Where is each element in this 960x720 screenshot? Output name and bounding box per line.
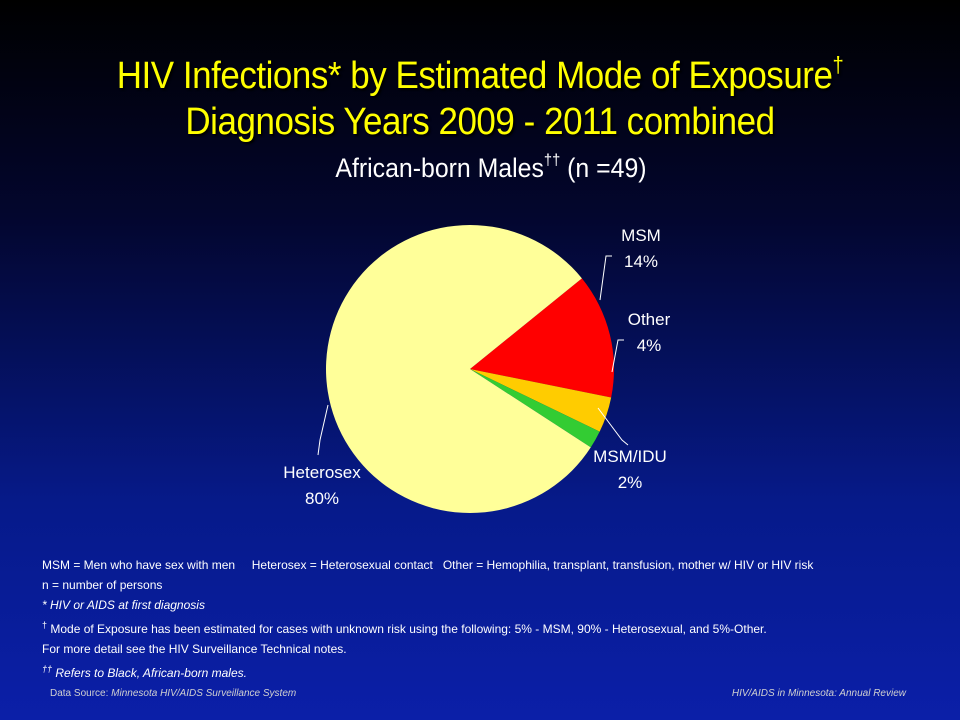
note-ddagger-mark: †† xyxy=(42,664,53,674)
footer-source: Data Source: Minnesota HIV/AIDS Surveill… xyxy=(50,688,296,699)
leader-line-msm-idu xyxy=(597,407,629,446)
footer-report: HIV/AIDS in Minnesota: Annual Review xyxy=(731,688,906,699)
footnotes: MSM = Men who have sex with men Heterose… xyxy=(42,555,922,683)
pie-slice-other xyxy=(470,369,612,432)
subtitle-ddagger: †† xyxy=(543,152,561,169)
note-asterisk: * HIV or AIDS at first diagnosis xyxy=(42,598,205,612)
slice-value-msm-idu: 2% xyxy=(618,473,643,492)
pie-slice-msm-idu xyxy=(470,369,600,448)
slice-label-other: Other xyxy=(628,310,671,329)
note-definitions: MSM = Men who have sex with men Heterose… xyxy=(42,558,814,572)
note-more: For more detail see the HIV Surveillance… xyxy=(42,642,347,656)
note-n: n = number of persons xyxy=(42,578,163,592)
slice-value-heterosex: 80% xyxy=(305,489,339,508)
note-dagger-mark: † xyxy=(42,620,48,630)
chart-title: HIV Infections* by Estimated Mode of Exp… xyxy=(38,42,921,145)
footer-source-label: Data Source: xyxy=(50,688,112,699)
subtitle-n: (n =49) xyxy=(560,153,647,183)
pie-slice-msm xyxy=(470,278,614,398)
footer-source-name: Minnesota HIV/AIDS Surveillance System xyxy=(111,688,297,699)
title-line2: Diagnosis Years 2009 - 2011 combined xyxy=(185,101,775,143)
slice-value-other: 4% xyxy=(637,336,662,355)
title-dagger: † xyxy=(832,52,844,77)
subtitle-text: African-born Males xyxy=(335,153,544,183)
title-line1: HIV Infections* by Estimated Mode of Exp… xyxy=(116,55,833,97)
leader-line-other xyxy=(611,339,624,373)
note-dagger: † Mode of Exposure has been estimated fo… xyxy=(42,615,922,639)
leader-line-heterosex xyxy=(317,404,329,456)
slice-label-msm: MSM xyxy=(621,226,661,245)
note-ddagger: †† Refers to Black, African-born males. xyxy=(42,659,922,683)
slice-label-msm-idu: MSM/IDU xyxy=(593,447,667,466)
slice-value-msm: 14% xyxy=(624,252,658,271)
leader-line-msm xyxy=(599,255,612,301)
chart-subtitle: African-born Males†† (n =49) xyxy=(39,152,942,184)
slice-label-heterosex: Heterosex xyxy=(283,463,361,482)
note-ddagger-text: Refers to Black, African-born males. xyxy=(52,666,247,680)
note-dagger-text: Mode of Exposure has been estimated for … xyxy=(47,622,767,636)
pie-slice-heterosex xyxy=(326,225,591,513)
